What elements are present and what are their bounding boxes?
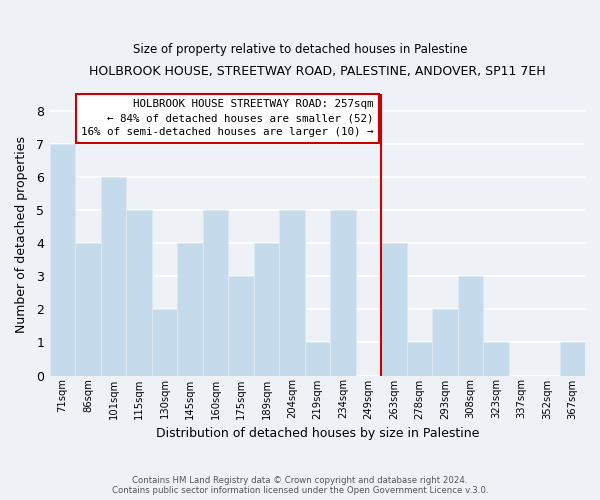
Bar	[177, 243, 203, 376]
Bar	[50, 144, 76, 376]
Bar	[330, 210, 356, 376]
Bar	[279, 210, 305, 376]
Title: HOLBROOK HOUSE, STREETWAY ROAD, PALESTINE, ANDOVER, SP11 7EH: HOLBROOK HOUSE, STREETWAY ROAD, PALESTIN…	[89, 65, 546, 78]
Y-axis label: Number of detached properties: Number of detached properties	[15, 136, 28, 334]
Bar	[560, 342, 585, 376]
Text: Size of property relative to detached houses in Palestine: Size of property relative to detached ho…	[133, 42, 467, 56]
Bar	[432, 310, 458, 376]
Text: Contains HM Land Registry data © Crown copyright and database right 2024.
Contai: Contains HM Land Registry data © Crown c…	[112, 476, 488, 495]
Text: HOLBROOK HOUSE STREETWAY ROAD: 257sqm
← 84% of detached houses are smaller (52)
: HOLBROOK HOUSE STREETWAY ROAD: 257sqm ← …	[81, 100, 374, 138]
Bar	[254, 243, 279, 376]
Bar	[458, 276, 483, 376]
Bar	[203, 210, 228, 376]
Bar	[127, 210, 152, 376]
Bar	[407, 342, 432, 376]
Bar	[483, 342, 509, 376]
Bar	[76, 243, 101, 376]
X-axis label: Distribution of detached houses by size in Palestine: Distribution of detached houses by size …	[156, 427, 479, 440]
Bar	[381, 243, 407, 376]
Bar	[152, 310, 177, 376]
Bar	[228, 276, 254, 376]
Bar	[101, 177, 127, 376]
Bar	[305, 342, 330, 376]
